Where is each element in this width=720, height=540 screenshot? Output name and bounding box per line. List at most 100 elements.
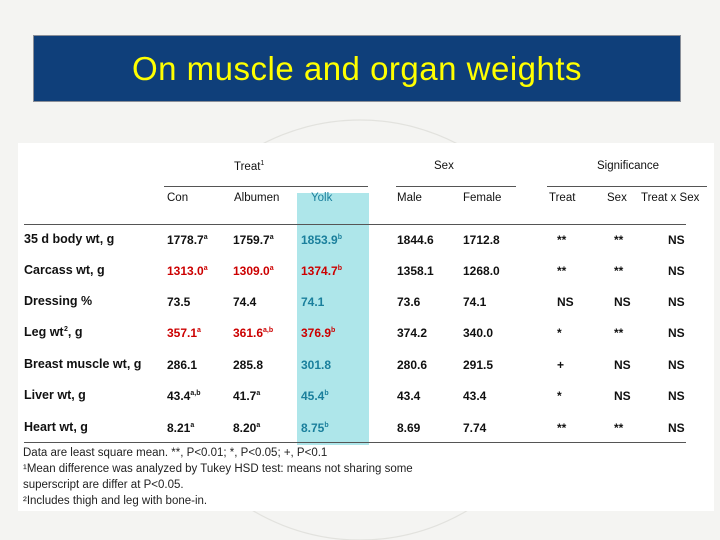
cell-female: 291.5 [463,358,494,372]
cell-superscript: a [203,234,208,241]
cell-superscript: a [190,422,195,429]
cell-male: 1358.1 [397,264,434,278]
footnote-4: ²Includes thigh and leg with bone-in. [23,495,208,507]
col-header-yolk: Yolk [311,192,333,204]
col-header-con: Con [167,192,189,204]
cell-con: 1778.7a [167,233,208,247]
cell-value: 8.21 [167,421,191,435]
cell-s-sex: ** [614,421,624,435]
cell-yolk: 8.75b [301,421,329,435]
cell-male: 374.2 [397,326,428,340]
cell-female: 74.1 [463,295,487,309]
cell-alb: 74.4 [233,295,256,309]
cell-value: 1759.7 [233,233,270,247]
row-label: Liver wt, g [24,388,86,402]
cell-superscript: b [324,390,329,397]
cell-male: 43.4 [397,389,421,403]
col-header-female: Female [463,192,502,204]
cell-value: 1778.7 [167,233,204,247]
cell-s-treat: * [557,326,562,340]
cell-s-int: NS [668,233,685,247]
row-label: Carcass wt, g [24,263,105,277]
cell-superscript: a [256,422,261,429]
header-rule-sex [396,186,516,187]
cell-male: 280.6 [397,358,428,372]
cell-value: 74.4 [233,295,257,309]
col-header-male: Male [397,192,422,204]
cell-s-treat: NS [557,295,574,309]
cell-con: 357.1a [167,326,201,340]
cell-male: 8.69 [397,421,421,435]
cell-yolk: 1853.9b [301,233,342,247]
cell-con: 43.4a,b [167,389,200,403]
cell-superscript: a,b [263,327,274,334]
cell-superscript: b [331,327,336,334]
cell-value: 45.4 [301,389,325,403]
cell-s-treat: * [557,389,562,403]
row-label: Heart wt, g [24,420,88,434]
cell-value: 301.8 [301,358,332,372]
cell-con: 8.21a [167,421,194,435]
cell-value: 286.1 [167,358,198,372]
cell-s-treat: ** [557,421,567,435]
cell-con: 1313.0a [167,264,208,278]
cell-value: 357.1 [167,326,198,340]
col-header-sig-treat: Treat [549,192,576,204]
cell-value: 43.4 [167,389,191,403]
cell-alb: 1759.7a [233,233,274,247]
yolk-column-highlight [297,193,369,445]
header-rule-treat [164,186,368,187]
cell-yolk: 1374.7b [301,264,342,278]
cell-s-sex: ** [614,264,624,278]
title-bar: On muscle and organ weights [33,35,681,102]
footnote-1: Data are least square mean. **, P<0.01; … [23,447,328,459]
cell-value: 1309.0 [233,264,270,278]
cell-female: 1712.8 [463,233,500,247]
cell-s-int: NS [668,389,685,403]
cell-value: 74.1 [301,295,325,309]
cell-yolk: 45.4b [301,389,329,403]
cell-s-treat: ** [557,264,567,278]
col-header-sig-sex: Sex [607,192,627,204]
cell-value: 8.20 [233,421,257,435]
cell-s-sex: ** [614,326,624,340]
cell-s-int: NS [668,326,685,340]
row-label: Leg wt [24,325,64,339]
cell-s-int: NS [668,295,685,309]
cell-con: 73.5 [167,295,190,309]
cell-value: 41.7 [233,389,257,403]
cell-alb: 285.8 [233,358,263,372]
header-rule-significance [547,186,707,187]
cell-s-int: NS [668,358,685,372]
cell-con: 286.1 [167,358,197,372]
cell-alb: 1309.0a [233,264,274,278]
cell-alb: 8.20a [233,421,260,435]
cell-s-treat: + [557,358,565,372]
cell-superscript: b [324,422,329,429]
cell-superscript: a [256,390,261,397]
group-header-significance: Significance [597,160,660,172]
cell-value: 1313.0 [167,264,204,278]
footnote-2: ¹Mean difference was analyzed by Tukey H… [23,463,413,475]
cell-superscript: b [337,234,342,241]
cell-s-sex: NS [614,295,631,309]
cell-superscript: a [197,327,201,334]
cell-superscript: a [203,265,208,272]
cell-superscript: a [269,265,274,272]
group-header-treat: Treat1 [234,160,265,173]
row-label-tail: 2, g [64,325,83,339]
cell-male: 1844.6 [397,233,434,247]
cell-female: 1268.0 [463,264,500,278]
page-title: On muscle and organ weights [131,50,583,87]
row-label: Dressing % [24,294,93,308]
footnote-3: superscript are differ at P<0.05. [23,479,184,491]
table-bottom-rule [24,442,686,443]
cell-value: 8.75 [301,421,325,435]
cell-value: 376.9 [301,326,332,340]
cell-s-sex: NS [614,389,631,403]
cell-female: 340.0 [463,326,494,340]
col-header-albumen: Albumen [234,192,280,204]
row-label: Breast muscle wt, g [24,357,142,371]
cell-superscript: a,b [190,390,201,397]
row-label: 35 d body wt, g [24,232,115,246]
